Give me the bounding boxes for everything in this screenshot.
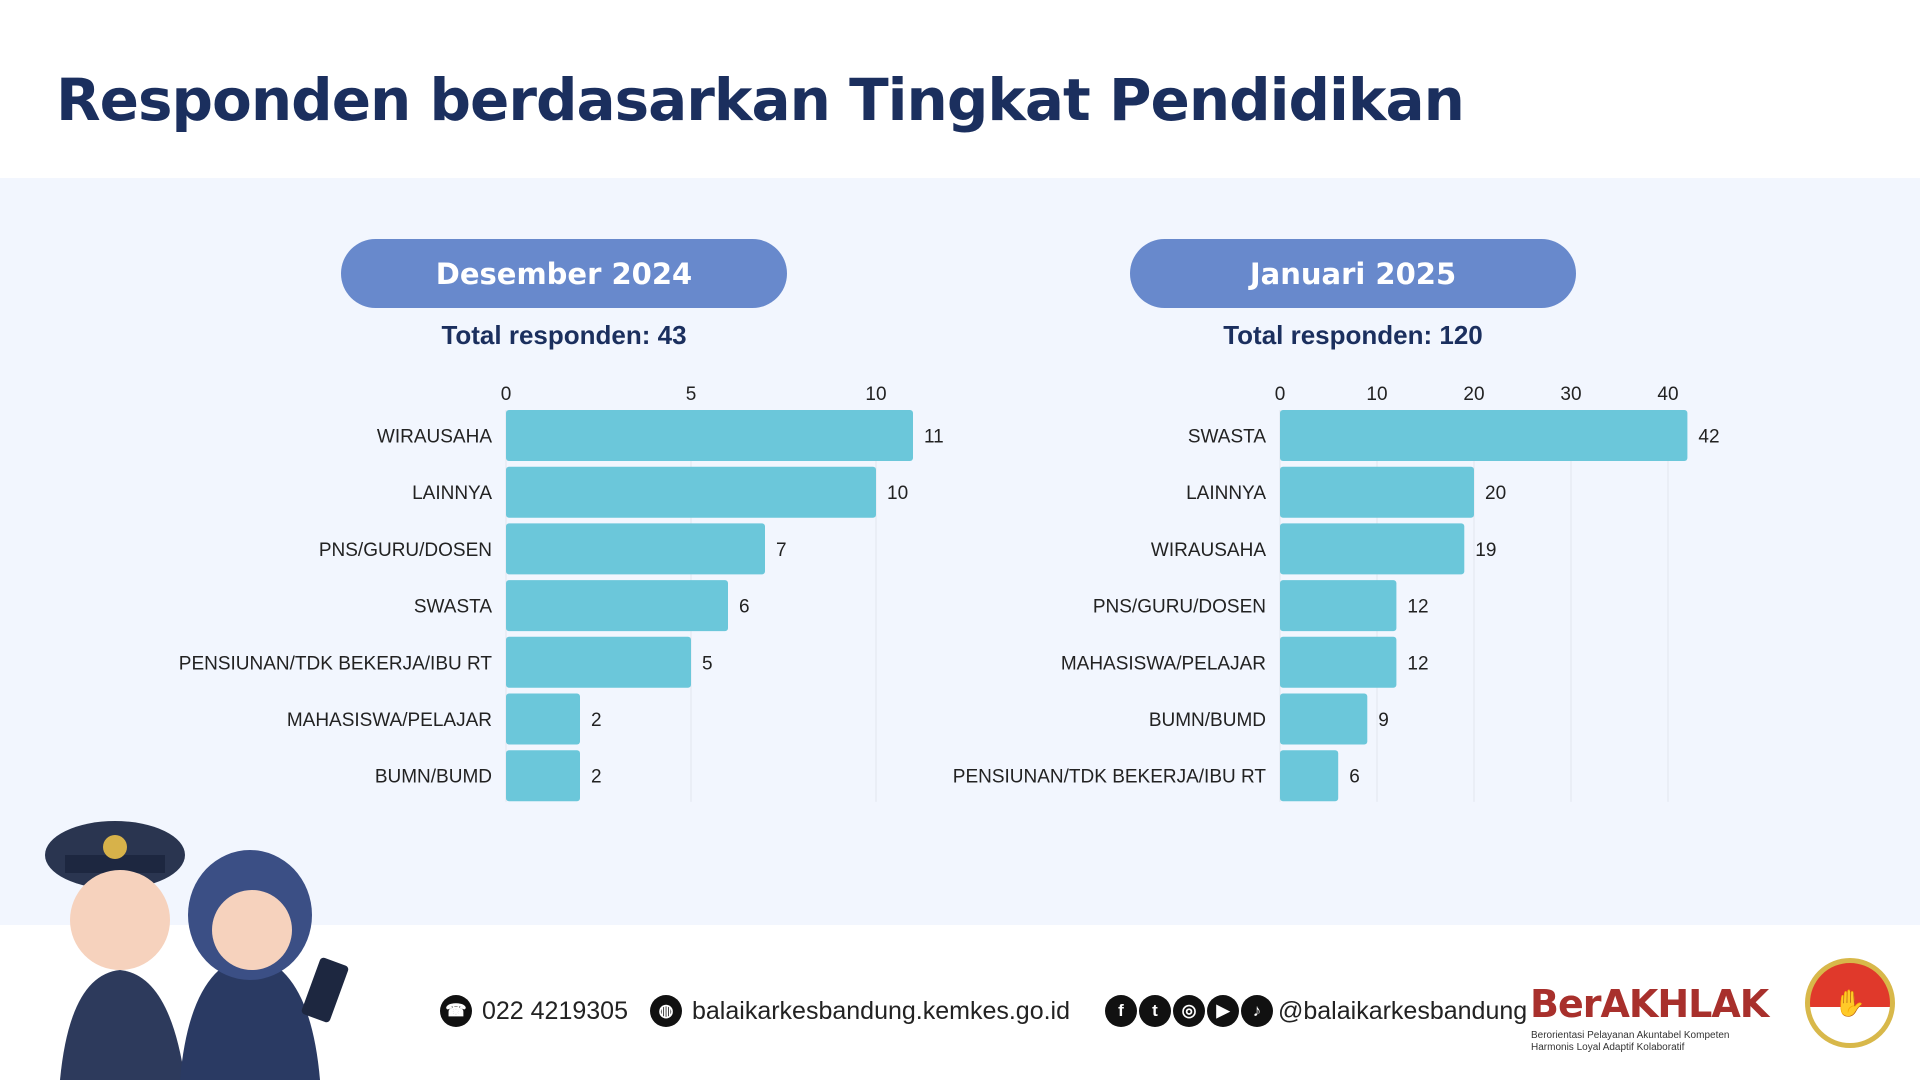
data-label: 20 — [1485, 483, 1506, 504]
category-label: WIRAUSAHA — [1151, 540, 1266, 561]
data-label: 5 — [702, 653, 713, 674]
x-tick-label: 0 — [1275, 384, 1286, 405]
bar — [1280, 410, 1688, 461]
data-label: 11 — [924, 427, 944, 448]
bar — [1280, 580, 1397, 632]
bar — [506, 466, 876, 518]
period-badge-left: Desember 2024 — [341, 239, 787, 308]
chart-panel — [0, 178, 1920, 925]
category-label: PENSIUNAN/TDK BEKERJA/IBU RT — [179, 653, 493, 674]
bar — [506, 580, 728, 632]
data-label: 6 — [739, 597, 750, 618]
footer-phone: 022 4219305 — [482, 997, 628, 1025]
x-tick-label: 30 — [1560, 384, 1581, 405]
data-label: 2 — [591, 767, 602, 788]
bar — [1280, 750, 1339, 802]
data-label: 9 — [1378, 710, 1389, 731]
berakhlak-logo: BerAKHLAK — [1530, 982, 1769, 1026]
category-label: BUMN/BUMD — [1149, 710, 1266, 731]
x-tick-label: 0 — [501, 384, 512, 405]
category-label: MAHASISWA/PELAJAR — [287, 710, 492, 731]
globe-icon: ◍ — [650, 995, 682, 1027]
bar — [506, 523, 765, 575]
header: Responden berdasarkan Tingkat Pendidikan — [0, 0, 1920, 178]
data-label: 19 — [1475, 540, 1496, 561]
bar — [1280, 523, 1465, 575]
bar — [506, 750, 580, 802]
footer-website[interactable]: balaikarkesbandung.kemkes.go.id — [692, 997, 1071, 1025]
x-tick-label: 40 — [1657, 384, 1678, 405]
category-label: LAINNYA — [1186, 483, 1266, 504]
bar — [1280, 636, 1397, 688]
category-label: BUMN/BUMD — [375, 767, 492, 788]
phone-icon: ☎ — [440, 995, 472, 1027]
tiktok-icon[interactable]: ♪ — [1241, 995, 1273, 1027]
mascot-illustration — [45, 821, 349, 1080]
twitter-icon[interactable]: t — [1139, 995, 1171, 1027]
berakhlak-tagline: Berorientasi Pelayanan Akuntabel Kompete… — [1531, 1030, 1730, 1053]
facebook-icon[interactable]: f — [1105, 995, 1137, 1027]
data-label: 10 — [887, 483, 908, 504]
data-label: 7 — [776, 540, 787, 561]
category-label: SWASTA — [1188, 427, 1266, 448]
category-label: SWASTA — [414, 597, 492, 618]
total-respondents-right: Total responden: 120 — [1223, 320, 1483, 350]
hand-icon: ✋ — [1833, 987, 1867, 1018]
bar — [1280, 693, 1368, 745]
bar — [506, 693, 580, 745]
total-respondents-left: Total responden: 43 — [441, 320, 687, 350]
youtube-icon[interactable]: ▶ — [1207, 995, 1239, 1027]
anti-corruption-seal: ✋ — [1805, 958, 1895, 1048]
bar — [506, 636, 691, 688]
data-label: 42 — [1698, 427, 1719, 448]
footer-social-handle[interactable]: @balaikarkesbandung — [1278, 997, 1528, 1025]
category-label: LAINNYA — [412, 483, 492, 504]
bar — [506, 410, 913, 461]
bar — [1280, 466, 1474, 518]
x-tick-label: 5 — [686, 384, 697, 405]
x-tick-label: 10 — [865, 384, 886, 405]
data-label: 6 — [1349, 767, 1360, 788]
period-badge-right: Januari 2025 — [1130, 239, 1576, 308]
x-tick-label: 20 — [1463, 384, 1484, 405]
category-label: PNS/GURU/DOSEN — [1093, 597, 1266, 618]
data-label: 2 — [591, 710, 602, 731]
category-label: WIRAUSAHA — [377, 427, 492, 448]
category-label: PNS/GURU/DOSEN — [319, 540, 492, 561]
category-label: PENSIUNAN/TDK BEKERJA/IBU RT — [953, 767, 1267, 788]
instagram-icon[interactable]: ◎ — [1173, 995, 1205, 1027]
data-label: 12 — [1407, 653, 1428, 674]
page-title: Responden berdasarkan Tingkat Pendidikan — [56, 66, 1465, 134]
x-tick-label: 10 — [1366, 384, 1387, 405]
data-label: 12 — [1407, 597, 1428, 618]
category-label: MAHASISWA/PELAJAR — [1061, 653, 1266, 674]
